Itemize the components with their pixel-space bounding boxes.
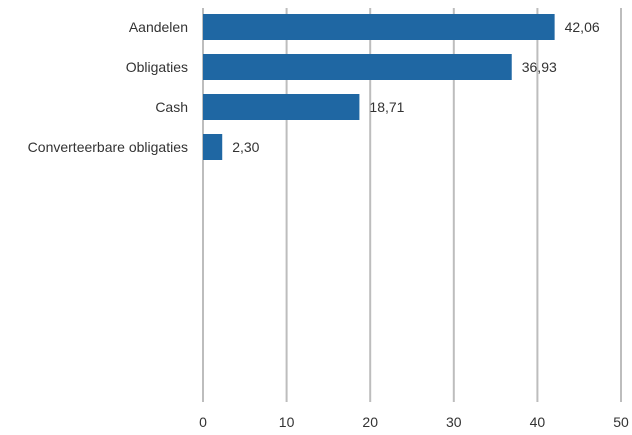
data-label: 42,06 <box>565 19 600 35</box>
data-label: 36,93 <box>522 59 557 75</box>
category-label: Obligaties <box>126 59 188 75</box>
bars <box>203 14 555 160</box>
x-tick-label-20: 20 <box>362 414 378 430</box>
x-tick-label-10: 10 <box>279 414 295 430</box>
value-labels: 42,06 36,93 18,71 2,30 <box>232 19 600 155</box>
bar-aandelen <box>203 14 555 40</box>
category-label: Converteerbare obligaties <box>28 139 188 155</box>
x-tick-label-50: 50 <box>613 414 629 430</box>
x-tick-label-30: 30 <box>446 414 462 430</box>
category-labels: Aandelen Obligaties Cash Converteerbare obl… <box>28 19 188 155</box>
x-tick-label-40: 40 <box>530 414 546 430</box>
bar-cash <box>203 94 360 120</box>
data-label: 18,71 <box>369 99 404 115</box>
bar-obligaties <box>203 54 512 80</box>
category-label: Aandelen <box>129 19 188 35</box>
category-label: Cash <box>155 99 188 115</box>
x-axis-ticks: 0 10 20 30 40 50 <box>199 414 629 430</box>
data-label: 2,30 <box>232 139 259 155</box>
bar-converteerbare-obligaties <box>203 134 223 160</box>
x-tick-label-0: 0 <box>199 414 207 430</box>
